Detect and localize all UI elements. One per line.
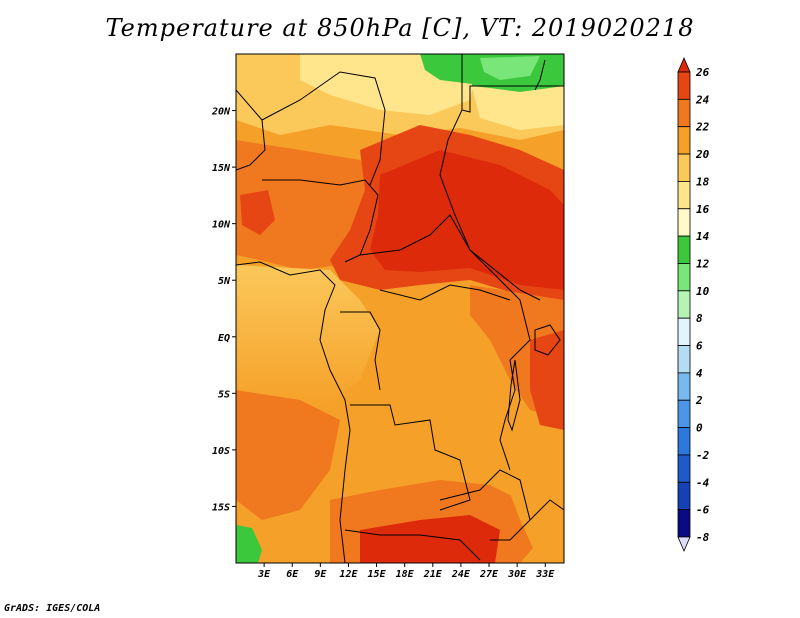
- border-coast-west: [236, 261, 351, 563]
- field-west-sahel: [236, 140, 380, 270]
- colorbar-bin: [677, 454, 691, 483]
- temperature-field: [236, 54, 564, 563]
- colorbar-label: 16: [696, 203, 710, 216]
- colorbar-bin: [677, 427, 691, 456]
- colorbar-bin: [677, 181, 691, 210]
- x-tick-label: 33E: [535, 569, 555, 580]
- x-tick-label: 30E: [507, 569, 527, 580]
- x-tick-label: 24E: [451, 569, 471, 580]
- colorbar-label: 4: [696, 367, 703, 380]
- x-tick-label: 27E: [479, 569, 499, 580]
- border-namibia: [344, 529, 481, 561]
- colorbar-bin: [677, 235, 691, 264]
- field-green-sw: [236, 525, 262, 563]
- x-tick-label: 12E: [339, 569, 358, 580]
- colorbar-top-arrow: [677, 56, 691, 73]
- x-tick-label: 9E: [314, 569, 327, 580]
- field-green-ne-light: [480, 56, 540, 80]
- border-se: [529, 499, 564, 521]
- colorbar-label: 12: [696, 257, 710, 270]
- colorbar-bin: [677, 345, 691, 374]
- y-tick-label: 15N: [212, 163, 231, 174]
- border-libya-egypt: [461, 54, 564, 113]
- colorbar-bin: [677, 126, 691, 155]
- colorbar-label: 0: [696, 422, 703, 435]
- colorbar-bin: [677, 509, 691, 538]
- field-west-coast-hot: [240, 190, 275, 235]
- border-nw: [236, 89, 266, 171]
- border-north: [261, 71, 386, 186]
- colorbar-label: 24: [695, 93, 710, 106]
- field-ne-pale: [470, 80, 564, 130]
- colorbar-label: 14: [696, 230, 710, 243]
- border-chad-sudan: [439, 109, 521, 301]
- colorbar-bottom-arrow: [677, 536, 691, 553]
- colorbar-label: 10: [696, 285, 710, 298]
- y-tick-label: 10N: [212, 220, 231, 231]
- border-lake-victoria: [534, 324, 561, 356]
- colorbar-bin: [677, 372, 691, 401]
- border-car-south: [379, 284, 511, 301]
- plot-frame: [235, 53, 565, 564]
- colorbar-label: 26: [695, 66, 710, 79]
- colorbar-label: -8: [696, 531, 710, 544]
- colorbar-bin: [677, 290, 691, 319]
- colorbar-label: 8: [696, 312, 703, 325]
- field-congo-basin: [236, 265, 380, 410]
- colorbar-label: 22: [695, 121, 710, 134]
- border-gabon-congo: [340, 311, 381, 391]
- y-axis: 20N 15N 10N 5N EQ 5S 10S 15S: [211, 107, 236, 513]
- x-axis: 3E 6E 9E 12E 15E 18E 21E 24E 27E 30E 33E: [257, 563, 555, 580]
- colorbar-label: -2: [696, 449, 710, 462]
- x-tick-label: 21E: [423, 569, 443, 580]
- colorbar-label: 20: [695, 148, 710, 161]
- colorbar-bin: [677, 263, 691, 292]
- colorbar-bin: [677, 399, 691, 428]
- colorbar-label: 6: [696, 340, 703, 353]
- border-drc-east: [499, 299, 531, 471]
- border-lake-tanganyika: [507, 359, 521, 432]
- field-green-north: [420, 54, 472, 84]
- y-tick-label: EQ: [218, 333, 230, 344]
- colorbar-label: -6: [696, 504, 710, 517]
- border-nile: [534, 59, 546, 91]
- y-tick-label: 15S: [212, 502, 230, 513]
- footer-credit: GrADS: IGES/COLA: [4, 603, 101, 614]
- colorbar-bin: [677, 317, 691, 346]
- field-south-hottest: [360, 515, 500, 563]
- y-tick-label: 5N: [218, 276, 231, 287]
- field-hottest-core: [370, 150, 564, 290]
- x-tick-label: 15E: [368, 569, 387, 580]
- x-tick-label: 6E: [286, 569, 299, 580]
- field-atlantic-orange: [236, 390, 340, 520]
- field-se-pale: [500, 430, 564, 563]
- country-borders: [236, 54, 564, 563]
- colorbar-label: -4: [696, 476, 710, 489]
- colorbar-bin: [677, 481, 691, 511]
- field-lake-region-hot: [530, 330, 564, 430]
- y-tick-label: 20N: [211, 107, 231, 118]
- colorbar-label: 18: [696, 175, 710, 188]
- colorbar-bin: [677, 153, 691, 182]
- colorbar-bin: [677, 71, 691, 100]
- colorbar-bin: [677, 208, 691, 237]
- y-tick-label: 5S: [218, 389, 230, 400]
- y-tick-label: 10S: [212, 446, 230, 457]
- colorbar-bin: [677, 98, 691, 128]
- border-sahel: [262, 179, 379, 263]
- x-tick-label: 18E: [396, 569, 415, 580]
- chart-svg: 3E 6E 9E 12E 15E 18E 21E 24E 27E 30E 33E 20N 15N 10N…: [211, 53, 710, 580]
- x-tick-label: 3E: [257, 569, 271, 580]
- border-zambia: [439, 469, 531, 541]
- chart-title: Temperature at 850hPa [C], VT: 201902021…: [105, 14, 695, 42]
- colorbar-label: 2: [695, 394, 703, 407]
- border-car: [359, 214, 541, 301]
